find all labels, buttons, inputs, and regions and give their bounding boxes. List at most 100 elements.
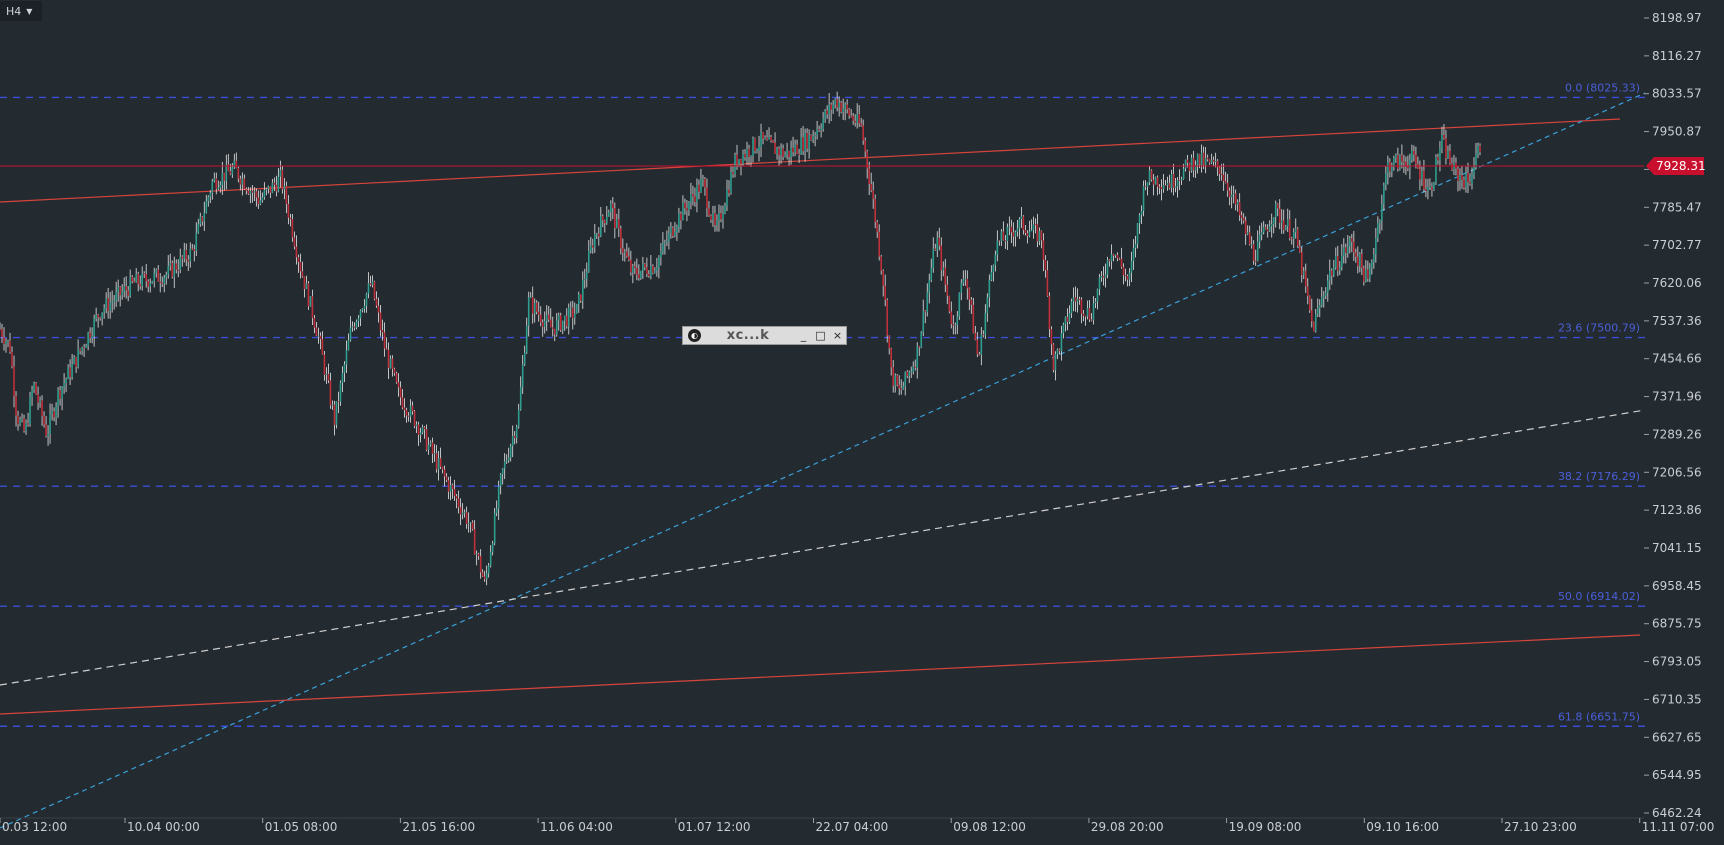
candle [1156,175,1159,196]
candle [1401,144,1403,169]
candle [1461,165,1463,189]
candle [37,386,39,411]
candle [1096,288,1099,310]
candle [53,407,55,422]
candle [421,424,424,435]
candle [5,338,7,353]
trendline-lower-red[interactable] [0,634,1641,715]
candle [557,312,560,331]
candle [501,467,504,485]
candle [327,363,330,384]
candle [804,128,806,162]
candle [1086,300,1089,320]
candle [353,322,356,331]
candle [1349,236,1351,254]
candle [1220,163,1223,181]
y-tick-label-1: 8116.27 [1652,49,1702,63]
candle [1381,194,1383,231]
candle [553,328,556,342]
candle [892,360,895,393]
candle [1371,259,1373,275]
mini-window[interactable]: ◐ xc...k _ □ × [682,326,847,345]
candle [1118,257,1121,261]
minimize-button[interactable]: _ [800,329,807,342]
candle [315,321,318,337]
candle [243,174,246,191]
candle [331,400,334,410]
timeframe-selector[interactable]: H4 ▼ [0,1,42,21]
candle [1431,182,1433,197]
candle [1345,243,1347,264]
candle [1040,230,1043,249]
candle [1252,240,1255,265]
candle [592,238,594,254]
candle [896,374,899,387]
candle [1008,216,1011,236]
candle [1204,147,1207,174]
trendline-white[interactable] [0,409,1646,686]
candle [199,212,202,227]
candle [119,286,121,307]
candle [419,427,422,443]
candle [103,304,105,319]
candle [205,194,208,214]
close-button[interactable]: × [832,329,843,342]
candle [355,319,358,330]
candle [1387,155,1389,185]
candle [245,187,248,195]
candle [1308,295,1311,313]
candle [161,276,164,288]
candle [608,209,610,217]
candle [980,327,983,366]
candle [35,382,37,395]
candle [1166,176,1169,191]
candle [928,273,931,304]
candle [589,236,592,254]
candle [443,465,446,487]
app-logo-icon: ◐ [688,329,701,342]
y-tick-label-8: 7537.36 [1652,314,1702,328]
candle [950,301,953,329]
candle [43,411,45,428]
candle [101,312,103,326]
candle [600,206,602,238]
candle [1030,219,1033,232]
candle [107,288,109,319]
candle [429,440,432,447]
candle [95,307,97,322]
current-price-tag: 7928.31 [1646,157,1706,175]
candle [1268,220,1271,232]
candle [189,242,192,268]
candle [1236,199,1239,212]
candle [575,303,578,314]
candle [55,402,57,426]
candle [594,224,596,253]
y-tick-label-2: 8033.57 [1652,87,1702,101]
mini-window-title: xc...k [726,328,770,343]
candle [75,356,77,373]
candle [17,410,19,431]
candle [620,225,622,255]
candle [1330,268,1333,285]
candle [221,161,224,195]
candle [1379,219,1381,234]
candle [1423,159,1425,193]
maximize-button[interactable]: □ [815,329,826,342]
candle [1056,348,1059,360]
candle [337,391,340,414]
candle [227,154,230,172]
candle [918,345,921,356]
candle [1162,174,1165,193]
time-axis[interactable]: 0.03 12:00 10.04 00:00 01.05 08:00 21.05 16… [0,817,1714,834]
candle [477,552,480,560]
candle [559,312,562,332]
candle [577,291,580,313]
candle [884,274,886,307]
candle [1328,259,1331,290]
trendline-blue[interactable] [0,92,1646,829]
candle [483,570,486,582]
candle [295,235,298,265]
candle [369,275,372,287]
candle [155,268,158,278]
